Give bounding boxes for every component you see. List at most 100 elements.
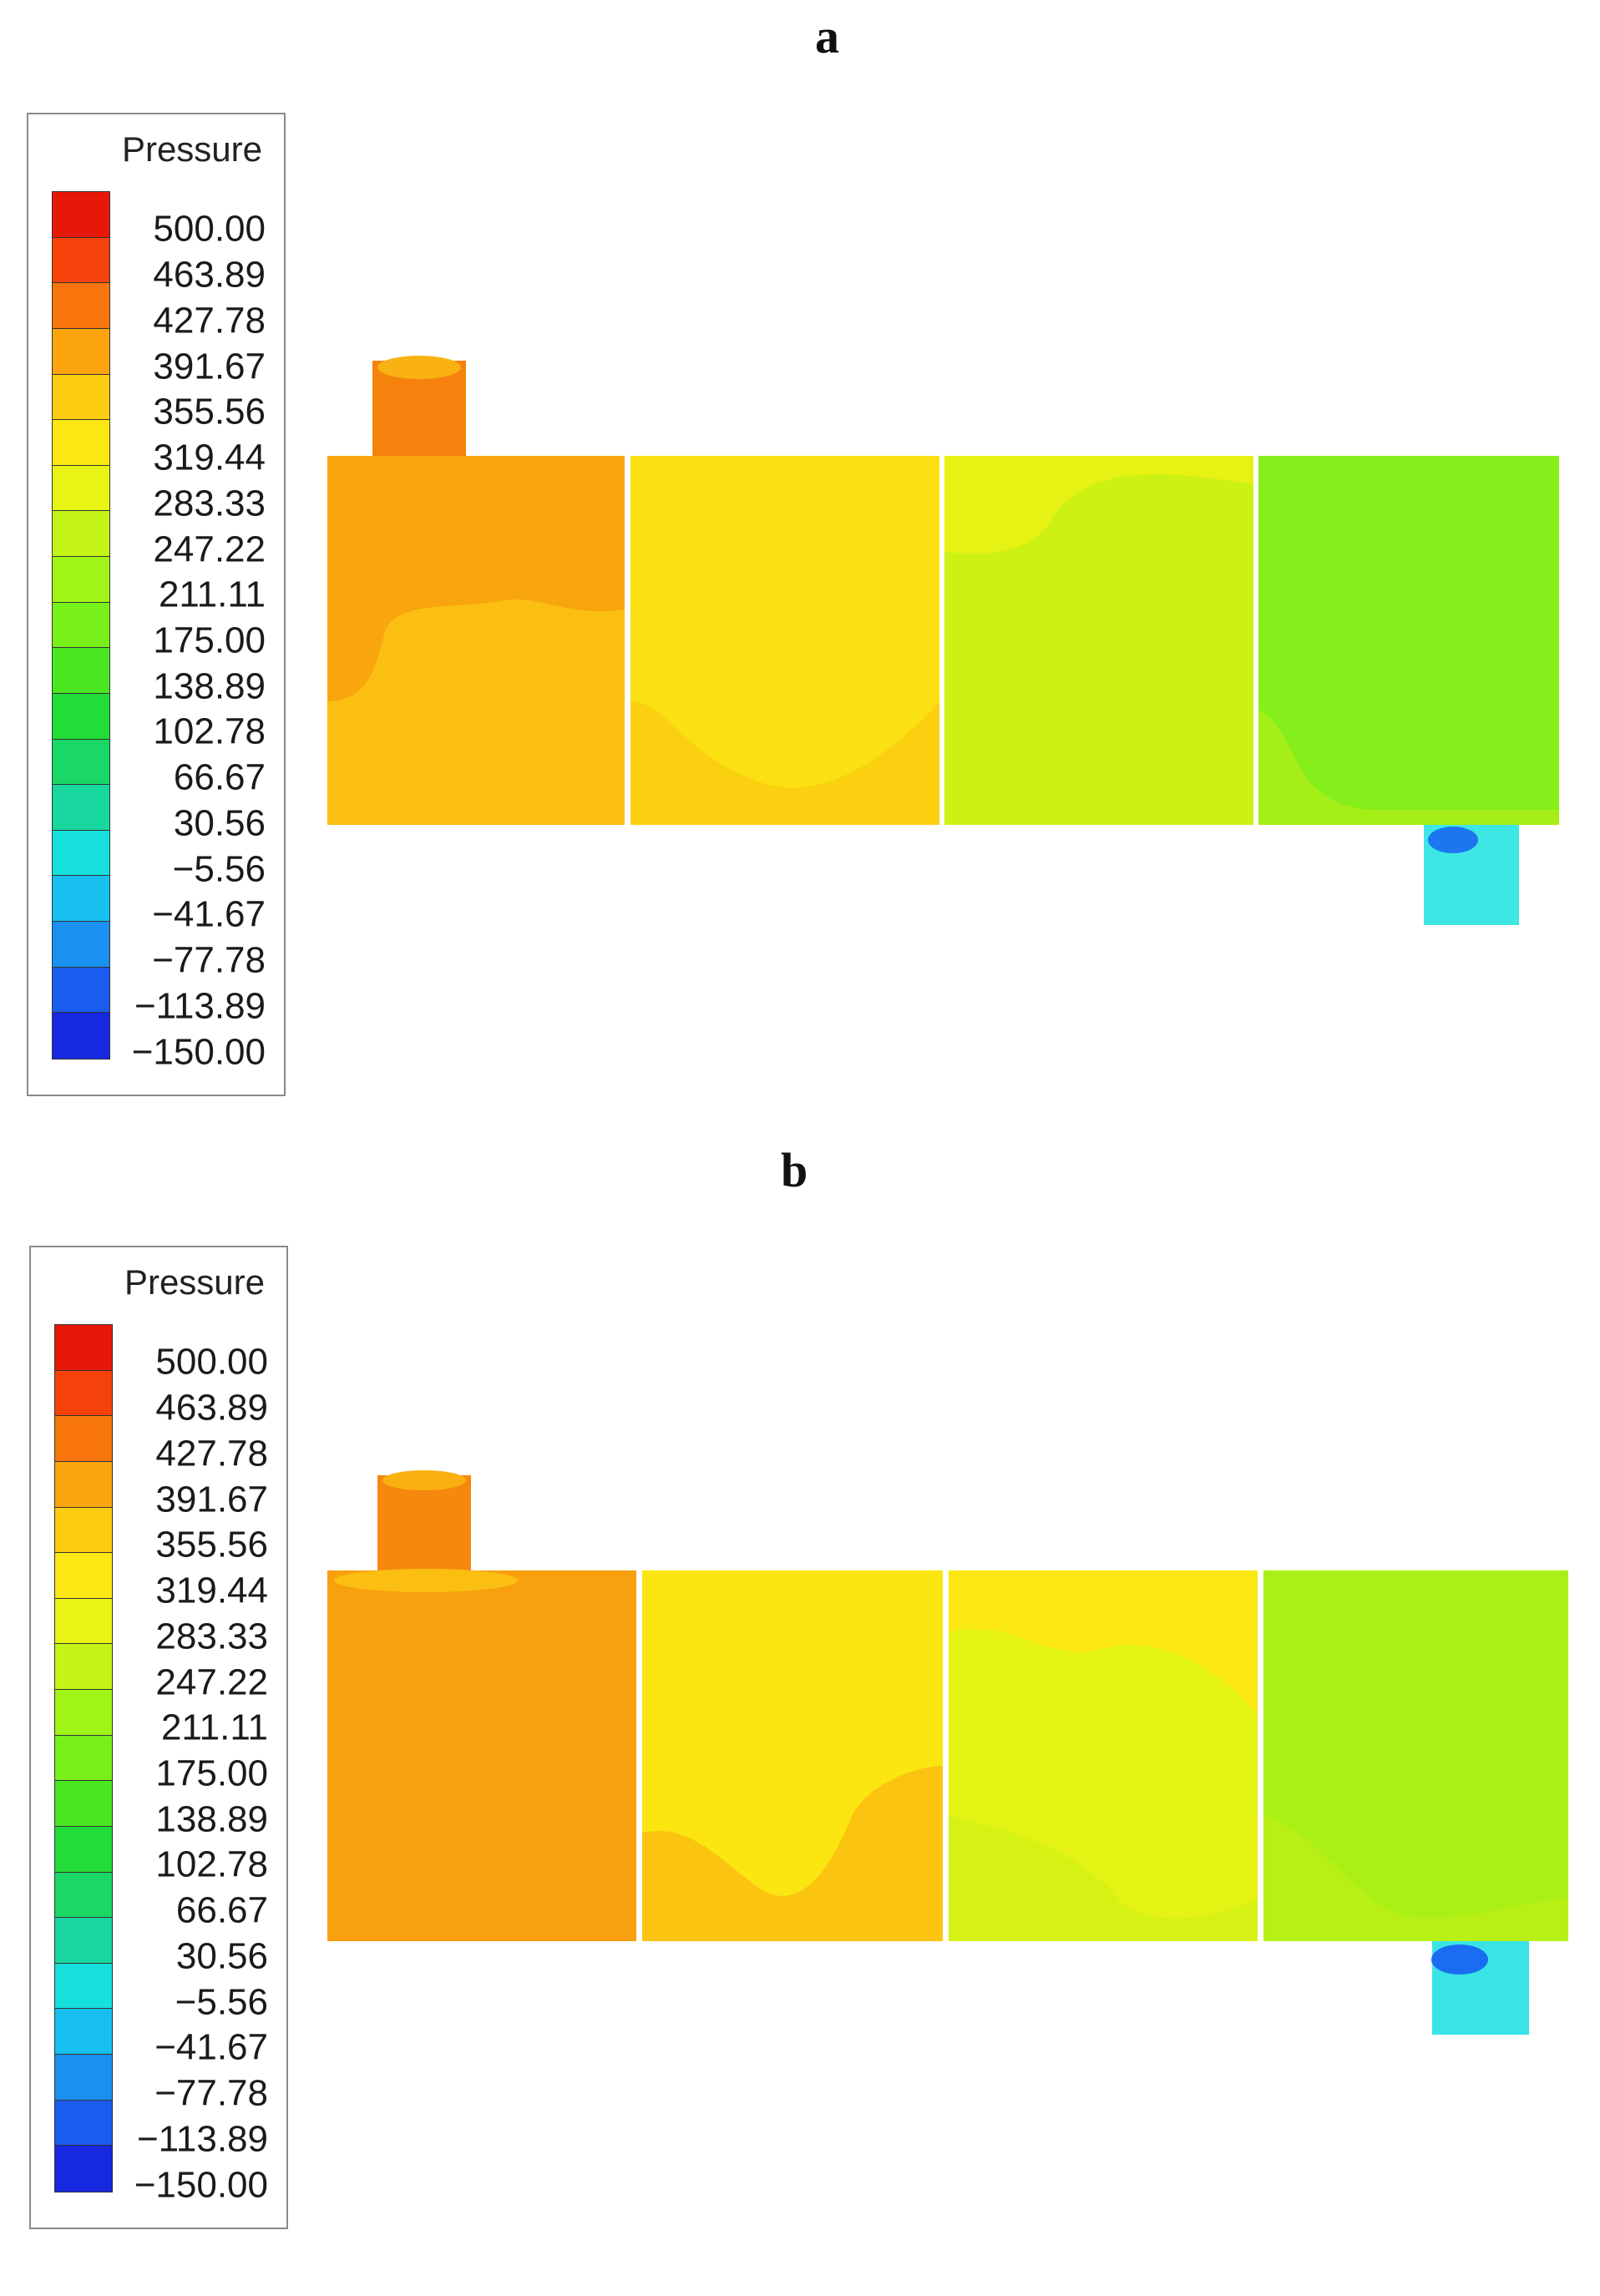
legend-color-swatch (53, 283, 109, 329)
legend-tick-label: 319.44 (153, 437, 266, 478)
legend-color-swatch (53, 511, 109, 557)
legend-tick-label: 211.11 (160, 1707, 268, 1748)
legend-color-swatch (55, 1370, 112, 1417)
chamber-3-contour (949, 1570, 1258, 1716)
legend-color-swatch (55, 1963, 112, 2010)
pressure-legend-b: Pressure 500.00 463.89 427.78 391.67 355.56 3… (29, 1246, 288, 2229)
chamber-4 (1258, 456, 1559, 825)
chamber-1-contour (327, 456, 625, 701)
legend-color-swatch (53, 328, 109, 375)
legend-tick-label: 66.67 (175, 1889, 268, 1931)
baffle-3 (1258, 1570, 1263, 1821)
pressure-legend-a: Pressure 500.00 463.89 427.78 391.67 355.56 3… (27, 113, 286, 1096)
baffle-1 (625, 456, 630, 715)
legend-tick-label: 319.44 (155, 1570, 268, 1611)
chamber-1-contour (334, 1569, 518, 1592)
legend-colorbar-a (52, 191, 110, 1059)
pressure-contour-plot-b (317, 1465, 1578, 2050)
legend-tick-label: 463.89 (153, 254, 266, 296)
baffle-2 (943, 1679, 949, 1941)
legend-color-swatch (53, 967, 109, 1014)
legend-color-swatch (55, 1872, 112, 1919)
legend-tick-label: 247.22 (153, 528, 266, 569)
legend-tick-label: 175.00 (155, 1752, 268, 1794)
legend-ticks-a: 500.00 463.89 427.78 391.67 355.56 319.44 283.… (99, 191, 266, 1070)
legend-tick-label: −5.56 (172, 848, 266, 890)
legend-color-swatch (55, 1416, 112, 1462)
legend-tick-label: −77.78 (152, 939, 266, 981)
inlet-pipe (377, 1475, 471, 1574)
legend-color-swatch (53, 739, 109, 786)
chamber-3-contour (944, 456, 1253, 554)
legend-tick-label: −150.00 (134, 2164, 268, 2206)
legend-color-swatch (53, 648, 109, 694)
legend-color-swatch (55, 1781, 112, 1827)
legend-tick-label: 463.89 (155, 1387, 268, 1429)
chamber-2-contour (642, 1766, 943, 1941)
panel-label-b: b (781, 1143, 808, 1197)
legend-tick-label: −150.00 (131, 1031, 266, 1073)
legend-tick-label: 391.67 (153, 346, 266, 387)
legend-tick-label: 211.11 (158, 574, 266, 615)
legend-color-swatch (55, 1918, 112, 1964)
legend-color-swatch (53, 693, 109, 740)
legend-color-swatch (55, 2100, 112, 2147)
legend-tick-label: 355.56 (153, 391, 266, 432)
legend-title-a: Pressure (121, 129, 262, 169)
legend-color-swatch (53, 785, 109, 831)
legend-tick-label: 500.00 (153, 208, 266, 250)
chamber-4-contour (1263, 1816, 1568, 1941)
legend-tick-label: 138.89 (153, 665, 266, 707)
legend-tick-label: 175.00 (153, 620, 266, 661)
legend-color-swatch (55, 2146, 112, 2192)
outlet-pipe-jet (1431, 1945, 1488, 1975)
legend-tick-label: 102.78 (155, 1843, 268, 1885)
legend-color-swatch (55, 1553, 112, 1599)
legend-color-swatch (55, 1325, 112, 1371)
legend-color-swatch (53, 465, 109, 512)
legend-color-swatch (53, 830, 109, 877)
legend-color-swatch (55, 1690, 112, 1736)
legend-color-swatch (55, 1507, 112, 1554)
inlet-pipe-cap (377, 356, 461, 379)
legend-tick-label: 427.78 (155, 1433, 268, 1474)
legend-colorbar-b (54, 1324, 113, 2192)
legend-color-swatch (53, 557, 109, 603)
legend-color-swatch (53, 420, 109, 466)
chamber-3-contour-lower (949, 1816, 1258, 1941)
legend-tick-label: 30.56 (173, 802, 266, 844)
pressure-contour-plot-a (317, 351, 1570, 943)
legend-tick-label: 427.78 (153, 300, 266, 341)
legend-color-swatch (55, 1735, 112, 1782)
legend-ticks-b: 500.00 463.89 427.78 391.67 355.56 319.44 283.… (101, 1324, 268, 2202)
baffle-1 (636, 1570, 642, 1829)
legend-tick-label: 30.56 (175, 1935, 268, 1977)
outlet-pipe-jet (1428, 827, 1478, 853)
legend-tick-label: 138.89 (155, 1798, 268, 1840)
legend-color-swatch (53, 876, 109, 922)
legend-color-swatch (53, 237, 109, 284)
legend-tick-label: 500.00 (155, 1341, 268, 1383)
legend-color-swatch (53, 602, 109, 649)
legend-color-swatch (55, 1461, 112, 1508)
legend-color-swatch (55, 2009, 112, 2055)
baffle-2 (939, 564, 944, 825)
legend-color-swatch (55, 1598, 112, 1645)
legend-tick-label: −41.67 (154, 2026, 268, 2068)
inlet-pipe-cap (382, 1470, 466, 1490)
legend-tick-label: 283.33 (153, 483, 266, 524)
legend-color-swatch (53, 374, 109, 421)
legend-color-swatch (53, 922, 109, 968)
legend-color-swatch (53, 192, 109, 238)
legend-tick-label: −113.89 (134, 985, 266, 1027)
panel-label-a: a (815, 9, 839, 63)
chamber-1 (327, 1570, 636, 1941)
legend-color-swatch (53, 1013, 109, 1059)
legend-tick-label: −77.78 (154, 2072, 268, 2114)
legend-tick-label: 66.67 (173, 756, 266, 798)
legend-tick-label: 102.78 (153, 711, 266, 752)
legend-color-swatch (55, 1644, 112, 1690)
legend-color-swatch (55, 2055, 112, 2101)
legend-tick-label: 283.33 (155, 1616, 268, 1657)
legend-color-swatch (55, 1826, 112, 1873)
